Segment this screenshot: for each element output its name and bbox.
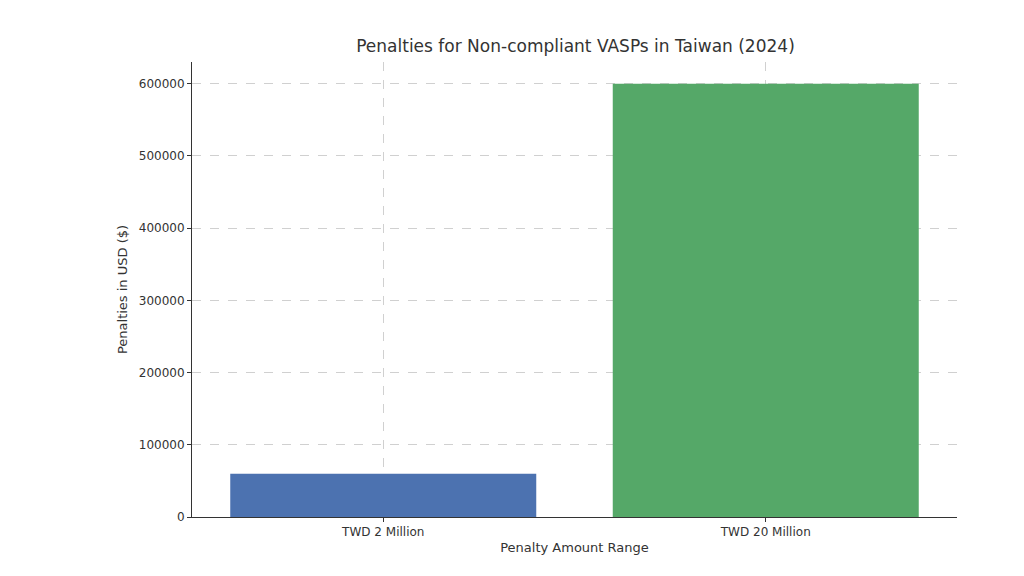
svg-text:Penalty Amount Range: Penalty Amount Range: [500, 540, 649, 555]
svg-text:0: 0: [177, 510, 185, 524]
svg-text:500000: 500000: [139, 149, 185, 163]
svg-text:600000: 600000: [139, 77, 185, 91]
svg-text:200000: 200000: [139, 366, 185, 380]
svg-text:100000: 100000: [139, 438, 185, 452]
svg-text:Penalties for Non-compliant VA: Penalties for Non-compliant VASPs in Tai…: [356, 36, 795, 56]
svg-text:Penalties in USD ($): Penalties in USD ($): [115, 225, 130, 354]
svg-text:TWD 2 Million: TWD 2 Million: [341, 525, 424, 539]
svg-text:300000: 300000: [139, 294, 185, 308]
svg-text:400000: 400000: [139, 221, 185, 235]
svg-text:TWD 20 Million: TWD 20 Million: [720, 525, 811, 539]
